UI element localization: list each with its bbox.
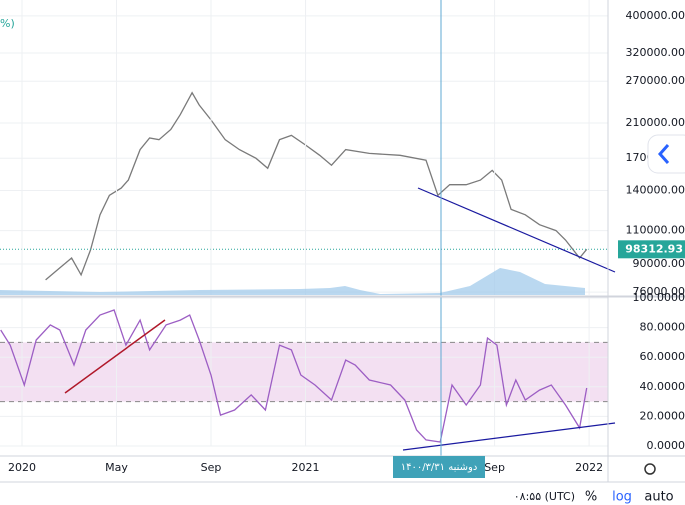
y-tick-label: 0.0000 [647, 439, 685, 452]
crosshair-label-box [393, 456, 485, 478]
y-tick-label: 110000.00 [626, 224, 685, 237]
x-tick-label: 2022 [575, 461, 603, 474]
log-toggle[interactable]: log [612, 490, 632, 505]
x-tick-label: 2020 [8, 461, 36, 474]
y-tick-label: 320000.00 [626, 46, 685, 59]
x-tick-label: Sep [484, 461, 505, 474]
trend-line [64, 319, 166, 394]
y-tick-label: 400000.00 [626, 9, 685, 22]
settings-icon[interactable] [644, 463, 656, 475]
y-tick-label: 90000.00 [633, 257, 685, 270]
x-tick-label: 2021 [292, 461, 320, 474]
y-tick-label: 210000.00 [626, 116, 685, 129]
rsi-band [0, 342, 608, 402]
x-tick-label: Sep [201, 461, 222, 474]
overlay: 76000.0090000.00110000.00140000.00170000… [8, 9, 685, 474]
percent-toggle[interactable]: % [585, 490, 597, 505]
time-zone[interactable]: ۰۸:۵۵ (UTC) [514, 490, 575, 503]
crosshair-label: دوشنبه ۱۴۰۰/۳/۳۱ [401, 462, 478, 473]
volume-area [0, 268, 585, 295]
y-tick-label: 140000.00 [626, 184, 685, 197]
x-tick-label: May [105, 461, 128, 474]
chevron-icon [657, 144, 670, 164]
price-line [45, 91, 588, 281]
y-tick-label: 76000.00 [633, 285, 685, 298]
panes [0, 0, 608, 447]
trend-line [417, 187, 616, 273]
price-label: 98312.93 [625, 242, 683, 255]
auto-toggle[interactable]: auto [644, 490, 673, 505]
y-tick-label: 100.0000 [633, 291, 685, 304]
y-tick-label: 20.0000 [640, 409, 685, 422]
price-label-box [618, 240, 685, 259]
y-tick-label: 270000.00 [626, 74, 685, 87]
scroll-button[interactable] [647, 134, 685, 174]
legend-fragment: %) [0, 17, 15, 30]
rsi-line [0, 309, 588, 443]
y-tick-label: 80.0000 [640, 321, 685, 334]
y-tick-label: 60.0000 [640, 350, 685, 363]
y-tick-label: 40.0000 [640, 380, 685, 393]
trend-line [402, 422, 616, 451]
